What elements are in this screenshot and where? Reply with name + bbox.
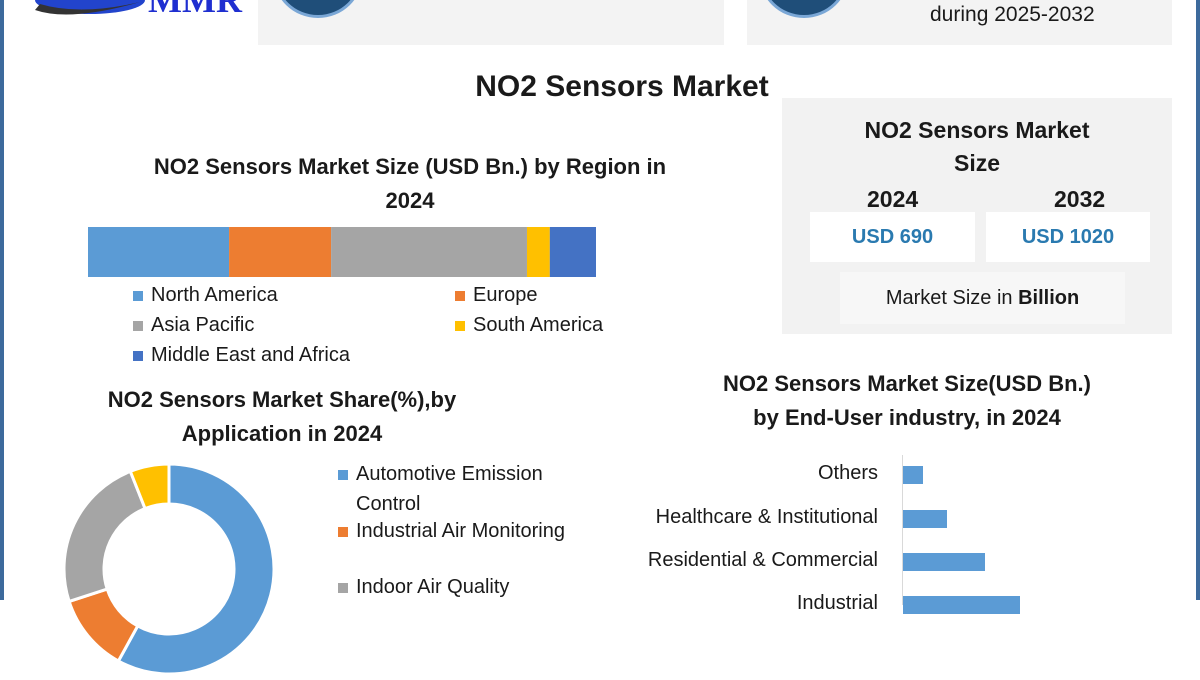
- bar-segment-europe: [229, 227, 332, 277]
- bar-segment-middle-east-and-africa: [549, 227, 596, 277]
- bar-healthcare-institutional: [903, 510, 947, 528]
- region-chart-title: NO2 Sensors Market Size (USD Bn.) by Reg…: [153, 154, 667, 179]
- legend-europe: Europe: [455, 284, 538, 307]
- page-title: NO2 Sensors Market: [475, 70, 769, 103]
- year-2032: 2032: [1054, 186, 1106, 212]
- value-2024: USD 690: [851, 225, 934, 248]
- axis-line: [902, 455, 903, 605]
- legend-north-america: North America: [133, 284, 278, 307]
- region-stacked-bar: [88, 227, 596, 277]
- application-chart-title-2: Application in 2024: [181, 421, 383, 446]
- panel-title: NO2 Sensors Market: [864, 117, 1090, 143]
- logo-swoosh-icon: [35, 0, 145, 15]
- application-donut: [62, 462, 276, 676]
- legend-industrial: Industrial Air Monitoring: [338, 520, 565, 543]
- category-label: Healthcare & Institutional: [655, 506, 878, 528]
- donut-slice-3: [128, 462, 171, 511]
- category-label: Residential & Commercial: [647, 549, 878, 571]
- bar-segment-south-america: [526, 227, 550, 277]
- region-chart-title-2: 2024: [385, 188, 435, 213]
- legend-asia-pacific: Asia Pacific: [133, 314, 254, 337]
- donut-slice-2: [62, 469, 148, 604]
- legend-south-america: South America: [455, 314, 603, 337]
- legend-indoor: Indoor Air Quality: [338, 576, 509, 599]
- category-label: Others: [817, 462, 878, 484]
- card-icon: [273, 0, 363, 18]
- card-icon: [759, 0, 849, 18]
- bar-segment-asia-pacific: [331, 227, 527, 277]
- category-label: Industrial: [796, 592, 878, 614]
- top-card-1: [258, 0, 724, 45]
- legend-mea: Middle East and Africa: [133, 344, 350, 367]
- legend-automotive-line2: Control: [356, 493, 421, 515]
- bar-industrial: [903, 596, 1021, 614]
- logo: MMR: [30, 0, 245, 22]
- bar-others: [903, 466, 923, 484]
- unit-label: Market Size in Billion: [840, 272, 1125, 324]
- enduser-chart-title: NO2 Sensors Market Size(USD Bn.): [723, 371, 1091, 396]
- bar-segment-north-america: [88, 227, 230, 277]
- bar-residential-commercial: [903, 553, 986, 571]
- top-card-2: during 2025-2032: [747, 0, 1172, 45]
- application-chart-title: NO2 Sensors Market Share(%),by: [107, 387, 457, 412]
- market-size-panel: NO2 Sensors Market Size 2024 2032 USD 69…: [782, 98, 1172, 334]
- legend-automotive: Automotive Emission: [338, 463, 543, 486]
- value-2032: USD 1020: [1021, 225, 1115, 248]
- enduser-chart-title-2: by End-User industry, in 2024: [753, 405, 1061, 430]
- year-2024: 2024: [867, 186, 919, 212]
- frame-left: [0, 0, 4, 600]
- panel-title-2: Size: [953, 150, 1001, 176]
- frame-right: [1196, 0, 1200, 600]
